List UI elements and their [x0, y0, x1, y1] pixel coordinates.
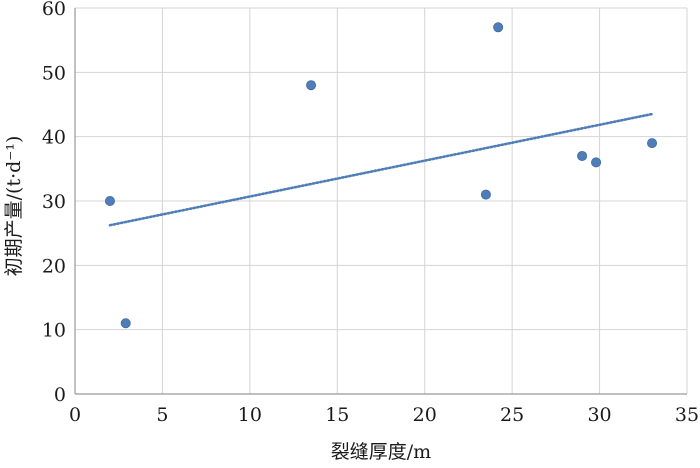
x-tick-label-3: 15	[325, 404, 349, 426]
data-point-4	[493, 22, 504, 33]
axis-layer	[74, 8, 687, 395]
trendline-layer	[108, 112, 654, 227]
data-point-2	[306, 80, 317, 91]
data-point-3	[480, 189, 491, 200]
data-point-7	[647, 138, 658, 149]
x-tick-label-1: 5	[156, 404, 168, 426]
data-point-6	[591, 157, 602, 168]
y-tick-label-4: 40	[42, 127, 66, 149]
tick-label-layer: 0 5 10 15 20 25 30 35 0 10 20 30 40 50 60	[42, 0, 699, 426]
data-point-5	[577, 150, 588, 161]
y-tick-label-6: 60	[42, 0, 66, 20]
x-tick-label-4: 20	[413, 404, 437, 426]
data-point-0	[104, 195, 115, 206]
x-axis-title: 裂缝厚度/m	[331, 441, 431, 463]
y-tick-label-1: 10	[42, 320, 66, 342]
y-tick-label-5: 50	[42, 62, 66, 84]
x-tick-label-6: 30	[587, 404, 611, 426]
y-tick-label-0: 0	[54, 384, 66, 406]
data-point-1	[120, 318, 131, 329]
y-axis-title: 初期产量/(t·d⁻¹)	[3, 136, 25, 277]
x-tick-label-2: 10	[238, 404, 262, 426]
x-tick-label-5: 25	[500, 404, 524, 426]
x-tick-label-7: 35	[675, 404, 699, 426]
y-tick-label-2: 20	[42, 255, 66, 277]
x-tick-label-0: 0	[69, 404, 81, 426]
point-layer	[104, 22, 658, 329]
grid-layer	[75, 7, 688, 394]
y-tick-label-3: 30	[42, 191, 66, 213]
trendline	[108, 112, 654, 227]
